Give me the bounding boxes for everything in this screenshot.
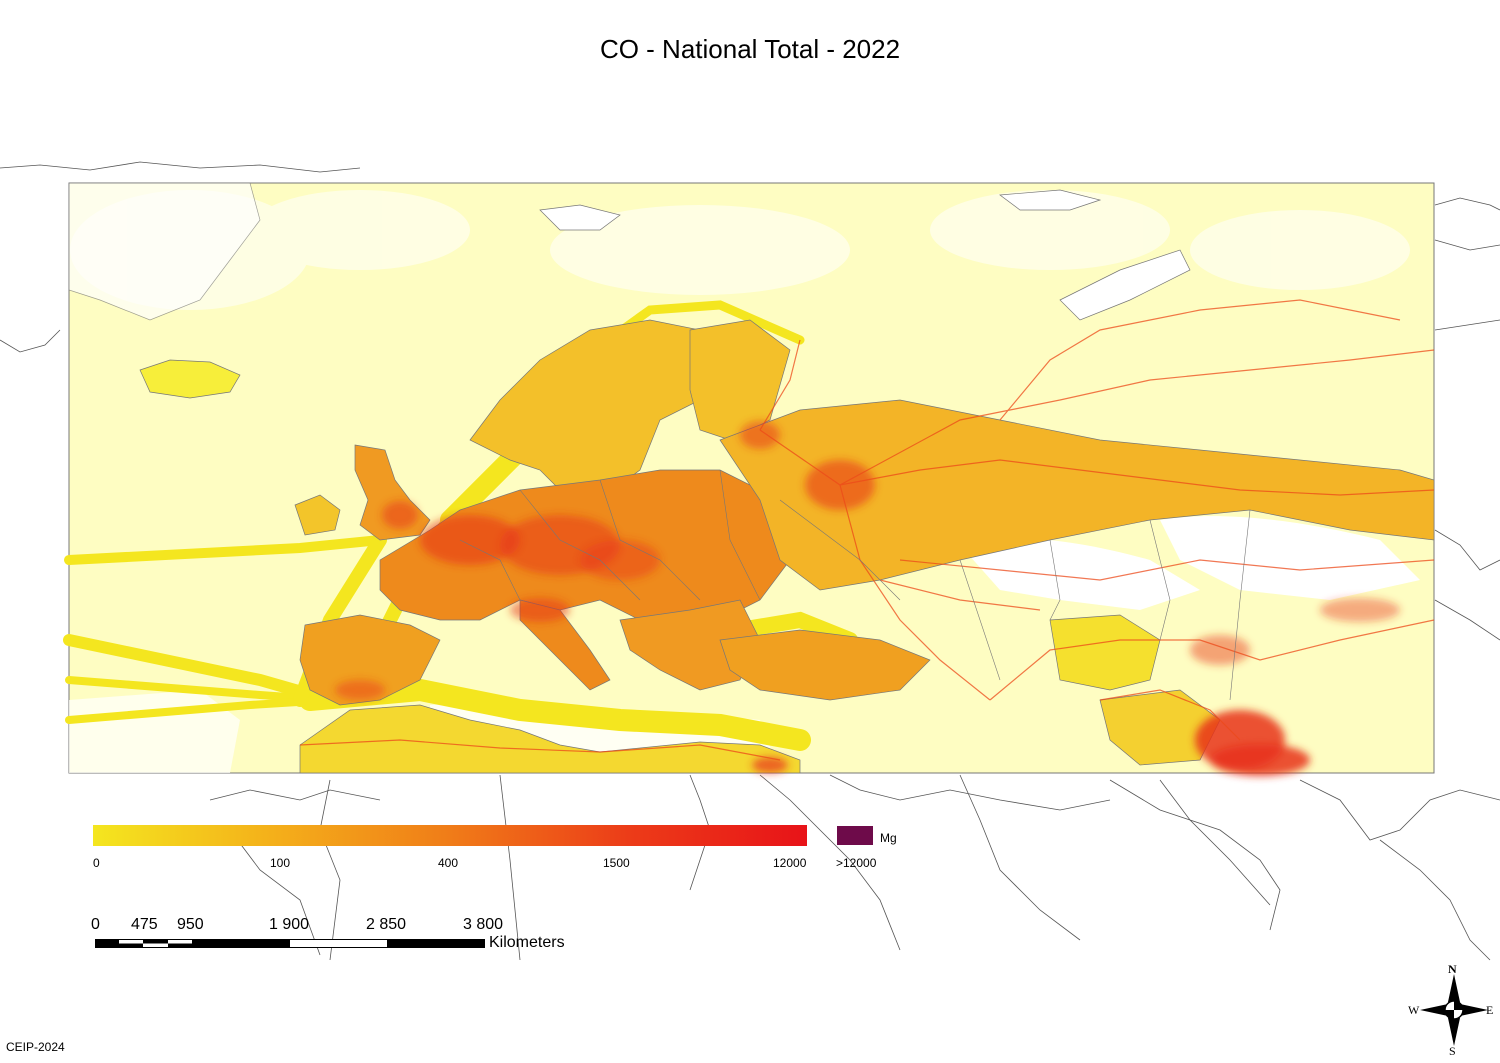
scale-tick: 2 850: [366, 916, 407, 933]
svalbard: [539, 204, 621, 231]
map-title: CO - National Total - 2022: [599, 34, 901, 64]
balkans: [619, 599, 761, 691]
italy: [519, 599, 611, 691]
legend-unit: Mg: [880, 831, 897, 845]
transport-network: [299, 299, 1435, 761]
iberia: [299, 614, 441, 706]
emission-hotspots: [335, 421, 1400, 776]
compass-rose-icon: N S W E: [1408, 962, 1496, 1058]
compass-west: W: [1408, 1003, 1420, 1017]
ireland: [294, 494, 341, 536]
east-europe: [719, 399, 1435, 591]
scale-bar: [95, 939, 485, 948]
legend-overflow-swatch: [837, 826, 873, 845]
novaya-zemlya: [1059, 249, 1191, 321]
legend-tick: 1500: [603, 856, 630, 870]
emission-map: [0, 150, 1500, 970]
legend-tick: 12000: [773, 856, 807, 870]
greenland: [68, 182, 261, 321]
world-coastlines: [0, 161, 1500, 961]
scale-tick: 475: [131, 916, 158, 933]
turkey: [719, 629, 931, 701]
scale-tick: 950: [177, 916, 204, 933]
scale-tick: 1 900: [269, 916, 310, 933]
legend-color-bar: [93, 825, 807, 846]
central-asia: [1049, 614, 1161, 691]
map-svg: [0, 161, 1500, 961]
scale-tick: 3 800: [463, 916, 504, 933]
scale-unit: Kilometers: [489, 934, 565, 951]
iceland: [139, 359, 241, 399]
franz-josef: [999, 189, 1102, 211]
compass-east: E: [1486, 1003, 1494, 1017]
iran-area: [1099, 689, 1221, 766]
legend-tick: 0: [93, 856, 100, 870]
compass-north: N: [1448, 962, 1457, 976]
credit-label: CEIP-2024: [6, 1040, 65, 1054]
legend-tick: 400: [438, 856, 459, 870]
country-borders: [459, 469, 1251, 701]
legend-overflow-label: >12000: [836, 856, 877, 870]
compass-south: S: [1449, 1044, 1456, 1058]
scale-tick: 0: [91, 916, 100, 933]
legend-tick: 100: [270, 856, 291, 870]
